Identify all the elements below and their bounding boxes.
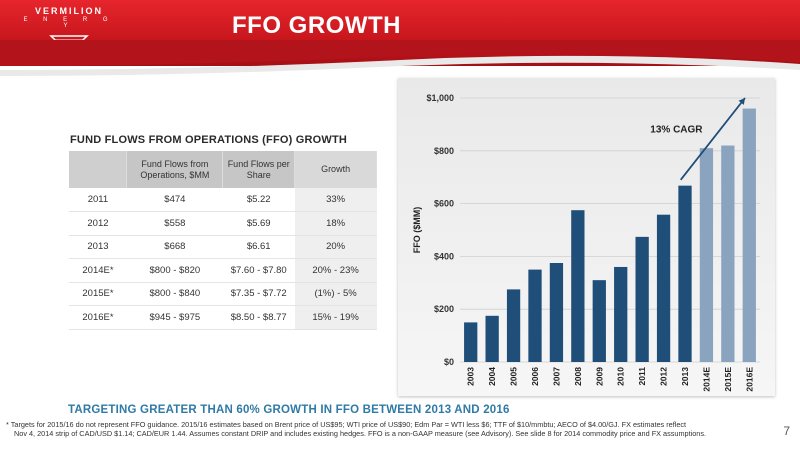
growth-cell: 20% (294, 235, 377, 259)
footnote-line-1: * Targets for 2015/16 do not represent F… (6, 420, 687, 429)
table-row: 2014E* $800 - $820 $7.60 - $7.80 20% - 2… (69, 258, 377, 283)
year-cell: 2011 (69, 188, 127, 212)
header-cell-growth: Growth (294, 151, 377, 188)
growth-cell: 20% - 23% (294, 258, 377, 283)
y-tick-label: $400 (434, 251, 454, 261)
growth-cell: (1%) - 5% (294, 282, 377, 306)
bar (742, 108, 756, 362)
ffo-bar-chart: $0 $200 $400 $600 $800 $1,000 FFO ($MM) 2003 200… (412, 93, 760, 392)
bar (656, 214, 671, 362)
ffo-per-share-cell: $6.61 (222, 235, 295, 259)
ffo-per-share-cell: $7.35 - $7.72 (222, 282, 295, 306)
x-tick-label: 2006 (530, 367, 540, 386)
page-number: 7 (783, 424, 790, 438)
ffo-cell: $800 - $820 (126, 258, 223, 283)
ffo-per-share-cell: $5.22 (222, 188, 295, 212)
x-tick-label: 2009 (594, 367, 604, 386)
x-tick-label: 2014E (701, 367, 711, 392)
ffo-cell: $945 - $975 (126, 305, 223, 330)
bar (721, 145, 735, 362)
bar (571, 210, 585, 362)
page-title: FFO GROWTH (232, 12, 401, 39)
footnote-line-2: Nov 4, 2014 strip of CAD/USD $1.14; CAD/… (14, 429, 707, 438)
header-cell-year (69, 151, 128, 188)
table-header-row: Fund Flows from Operations, $MM Fund Flo… (69, 151, 377, 188)
cagr-arrow-line (680, 97, 746, 181)
bar (464, 322, 478, 362)
x-tick-label: 2016E (744, 367, 754, 392)
y-tick-label: $1,000 (426, 93, 454, 103)
bar (549, 263, 564, 362)
year-cell: 2016E* (69, 305, 127, 330)
header-cell-ffo-per-share: Fund Flows per Share (222, 151, 296, 188)
x-tick-label: 2010 (616, 367, 626, 386)
x-tick-label: 2003 (466, 367, 476, 386)
year-cell: 2012 (69, 211, 127, 236)
ffo-per-share-cell: $5.69 (222, 211, 295, 236)
ffo-table: Fund Flows from Operations, $MM Fund Flo… (69, 151, 377, 330)
year-cell: 2015E* (69, 282, 127, 306)
table-row: 2013 $668 $6.61 20% (69, 235, 377, 259)
x-tick-label: 2012 (659, 367, 669, 386)
table-row: 2012 $558 $5.69 18% (69, 211, 377, 236)
x-tick-label: 2011 (637, 367, 647, 386)
y-tick-label: $200 (434, 304, 454, 314)
header-cell-ffo: Fund Flows from Operations, $MM (126, 151, 224, 188)
x-tick-label: 2005 (509, 367, 519, 386)
table-row: 2016E* $945 - $975 $8.50 - $8.77 15% - 1… (69, 305, 377, 330)
table-row: 2011 $474 $5.22 33% (69, 188, 377, 212)
bar (678, 185, 692, 362)
growth-cell: 18% (294, 211, 377, 236)
y-tick-label: $0 (444, 357, 454, 367)
logo-name: VERMILION (34, 6, 103, 16)
logo-subtitle: E N E R G Y (23, 17, 115, 29)
ffo-cell: $558 (126, 211, 223, 236)
bar (485, 315, 499, 362)
x-tick-label: 2015E (723, 367, 733, 392)
bar (699, 148, 714, 362)
bar (528, 269, 542, 362)
ffo-cell: $474 (126, 188, 223, 212)
ffo-cell: $668 (126, 235, 223, 259)
bar (592, 280, 606, 362)
year-cell: 2014E* (69, 258, 127, 283)
ffo-cell: $800 - $840 (126, 282, 223, 306)
bar (614, 266, 628, 362)
y-tick-label: $800 (434, 146, 454, 156)
bottom-headline: TARGETING GREATER THAN 60% GROWTH IN FFO… (68, 404, 510, 416)
ffo-per-share-cell: $7.60 - $7.80 (222, 258, 295, 283)
x-tick-label: 2007 (551, 367, 561, 386)
x-tick-label: 2008 (573, 367, 583, 386)
y-tick-label: $600 (434, 199, 454, 209)
growth-cell: 15% - 19% (294, 305, 377, 330)
x-tick-label: 2013 (680, 367, 690, 386)
year-cell: 2013 (69, 235, 127, 259)
header-swoosh (0, 40, 800, 76)
y-axis-label: FFO ($MM) (412, 207, 422, 254)
bar (635, 236, 649, 362)
ffo-per-share-cell: $8.50 - $8.77 (222, 305, 295, 330)
x-tick-label: 2004 (487, 367, 497, 386)
table-title: FUND FLOWS FROM OPERATIONS (FFO) GROWTH (70, 134, 348, 146)
growth-cell: 33% (294, 188, 377, 212)
chart-panel: $0 $200 $400 $600 $800 $1,000 FFO ($MM) 2003 200… (398, 78, 775, 396)
cagr-annotation: 13% CAGR (650, 124, 703, 135)
footnote: * Targets for 2015/16 do not represent F… (6, 420, 778, 438)
table-row: 2015E* $800 - $840 $7.35 - $7.72 (1%) - … (69, 282, 377, 306)
bar (506, 289, 521, 362)
cagr-arrow-head-icon (738, 98, 745, 105)
